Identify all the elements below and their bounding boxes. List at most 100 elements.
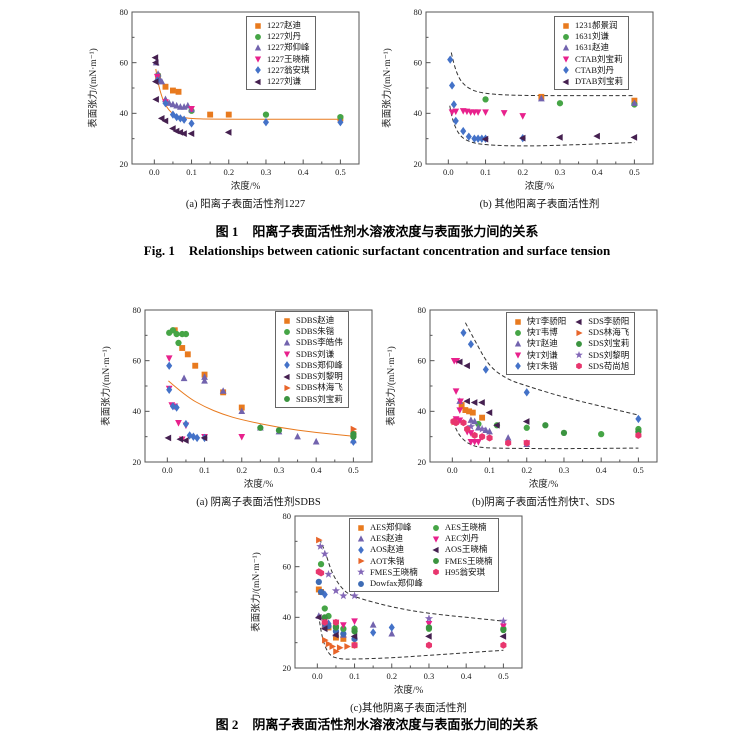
legend-label: AOS王晓楠: [444, 544, 488, 555]
series-AOS王晓楠: [314, 613, 507, 640]
triangle-left-marker-icon: [432, 546, 439, 554]
svg-text:0.0: 0.0: [443, 167, 454, 177]
legend-item: SDS刘黎明: [573, 350, 629, 361]
legend-item: DTAB刘宝莉: [560, 76, 623, 87]
triangle-down-marker-icon: [514, 352, 522, 359]
series-1631赵迪: [538, 94, 638, 106]
circle-marker-icon: [284, 396, 290, 403]
svg-text:0.5: 0.5: [348, 465, 359, 475]
plot-svg-fig1b: 0.0 0.1 0.2 0.3 0.4 0.5 20 40 60 80 浓度/% 表面张力/(mN·m…: [381, 7, 654, 192]
svg-text:20: 20: [133, 457, 142, 467]
legend-item: Dowfax郑仰峰: [355, 578, 423, 589]
legend-item: 1631赵迪: [560, 42, 623, 53]
legend-label: FMES王晓楠: [444, 555, 493, 566]
legend-label: 快T赵迪: [527, 338, 558, 349]
svg-text:40: 40: [133, 406, 142, 416]
star-marker-icon: [575, 351, 584, 359]
envelope-curve: [318, 614, 504, 660]
figure1-caption-en-label: Fig. 1: [143, 243, 175, 258]
legend-label: SDBS李皓伟: [296, 337, 343, 348]
triangle-left-marker-icon: [575, 318, 582, 325]
svg-text:80: 80: [283, 511, 292, 521]
diamond-marker-icon: [358, 546, 364, 554]
legend-item: AOT朱锴: [355, 556, 423, 567]
series-FMES王晓楠: [321, 614, 507, 635]
legend-label: FMES王晓楠: [370, 566, 418, 577]
circle-marker-icon: [432, 524, 439, 531]
diamond-marker-icon: [515, 362, 521, 371]
legend-fig2b: 快T李骄阳 快T韦博 快T赵迪 快T刘谦 快T朱锴 SDS李骄阳 SDS林海飞 SDS刘宝莉 S…: [506, 312, 636, 376]
series-1631刘谦: [482, 96, 638, 108]
legend-label: 快T韦博: [527, 327, 558, 338]
legend-label: 快T刘谦: [527, 349, 558, 360]
triangle-down-marker-icon: [283, 351, 291, 358]
svg-text:80: 80: [414, 7, 423, 17]
svg-text:60: 60: [120, 57, 129, 67]
legend-label: 1227刘谦: [267, 76, 302, 87]
envelope-curve: [449, 105, 635, 147]
legend-item: AOS王晓楠: [430, 544, 493, 555]
triangle-left-marker-icon: [283, 373, 290, 380]
legend-label: 1227赵迪: [267, 20, 302, 30]
legend-item: SDBS林海飞: [281, 382, 343, 393]
svg-text:40: 40: [283, 612, 292, 622]
legend-label: 1631刘谦: [575, 31, 610, 42]
chart-other-anionic: 0.0 0.1 0.2 0.3 0.4 0.5 20 40 60 80 浓度/% 表面张力/(mN·m…: [247, 510, 539, 722]
legend-item: 1227刘谦: [252, 76, 310, 87]
svg-text:80: 80: [418, 305, 427, 315]
series-AOT朱锴: [316, 536, 351, 655]
svg-text:40: 40: [414, 108, 423, 118]
svg-text:0.2: 0.2: [521, 465, 532, 475]
y-axis-label: 表面张力/(mN·m⁻¹): [87, 48, 99, 128]
legend-item: AEC刘丹: [430, 533, 493, 544]
legend-item: AES王晓楠: [430, 522, 493, 533]
legend-label: SDS李骄阳: [588, 316, 630, 326]
y-axis-label: 表面张力/(mN·m⁻¹): [385, 346, 397, 426]
legend-item: FMES王晓楠: [355, 567, 423, 578]
legend-label: SDBS刘宝莉: [296, 393, 343, 404]
series-SDS苟尚旭: [450, 417, 642, 447]
legend-label: SDBS刘谦: [296, 348, 335, 359]
legend-item: 1227赵迪: [252, 20, 310, 31]
legend-fig1a: 1227赵迪 1227刘丹 1227郑仰峰 1227王晓楠 1227翁安琪 1227刘谦: [246, 16, 316, 91]
legend-item: 快T赵迪: [512, 338, 566, 349]
x-axis-label: 浓度/%: [525, 180, 555, 192]
legend-label: 快T朱锴: [527, 360, 558, 371]
legend-item: SDS苟尚旭: [573, 361, 629, 372]
legend-label: SDS刘黎明: [588, 349, 630, 360]
legend-item: 快T李骄阳: [512, 316, 566, 327]
y-axis-label: 表面张力/(mN·m⁻¹): [250, 552, 262, 632]
plot-svg-fig2c: 0.0 0.1 0.2 0.3 0.4 0.5 20 40 60 80 浓度/% 表面张力/(mN·m…: [250, 511, 523, 696]
legend-label: CTAB刘宝莉: [575, 53, 623, 64]
triangle-right-marker-icon: [576, 329, 583, 336]
legend-label: 1231郝景润: [575, 20, 618, 30]
svg-text:0.2: 0.2: [386, 671, 397, 681]
triangle-up-marker-icon: [254, 44, 262, 51]
svg-text:0.1: 0.1: [199, 465, 210, 475]
svg-text:60: 60: [133, 355, 142, 365]
hexagon-marker-icon: [576, 363, 583, 370]
svg-text:80: 80: [120, 7, 129, 17]
subcaption-fig1a: (a) 阳离子表面活性剂1227: [185, 199, 306, 210]
circle-marker-icon: [284, 328, 290, 335]
legend-item: FMES王晓楠: [430, 556, 493, 567]
legend-item: 1231郝景润: [560, 20, 623, 31]
square-marker-icon: [284, 317, 290, 324]
legend-label: 1631赵迪: [575, 42, 610, 53]
legend-label: SDBS郑仰峰: [296, 359, 343, 370]
figure1-caption-cn-text: 阳离子表面活性剂水溶液浓度与表面张力间的关系: [252, 224, 539, 239]
svg-text:0.3: 0.3: [274, 465, 285, 475]
chart-other-cationic: 0.0 0.1 0.2 0.3 0.4 0.5 20 40 60 80 浓度/% 表面张力/(mN·m…: [378, 6, 670, 218]
svg-text:20: 20: [418, 457, 427, 467]
series-CTAB刘宝莉: [448, 108, 527, 120]
legend-item: SDBS赵迪: [281, 315, 343, 326]
legend-label: SDBS刘黎明: [296, 371, 343, 382]
legend-fig1b: 1231郝景润 1631刘谦 1631赵迪 CTAB刘宝莉 CTAB刘丹 DTAB刘宝莉: [554, 16, 629, 91]
triangle-up-marker-icon: [562, 44, 570, 51]
series-快T赵迪: [456, 397, 531, 447]
legend-label: AOS赵迪: [370, 544, 405, 555]
svg-text:0.3: 0.3: [559, 465, 570, 475]
svg-text:0.1: 0.1: [480, 167, 491, 177]
series-快T韦博: [475, 420, 642, 438]
